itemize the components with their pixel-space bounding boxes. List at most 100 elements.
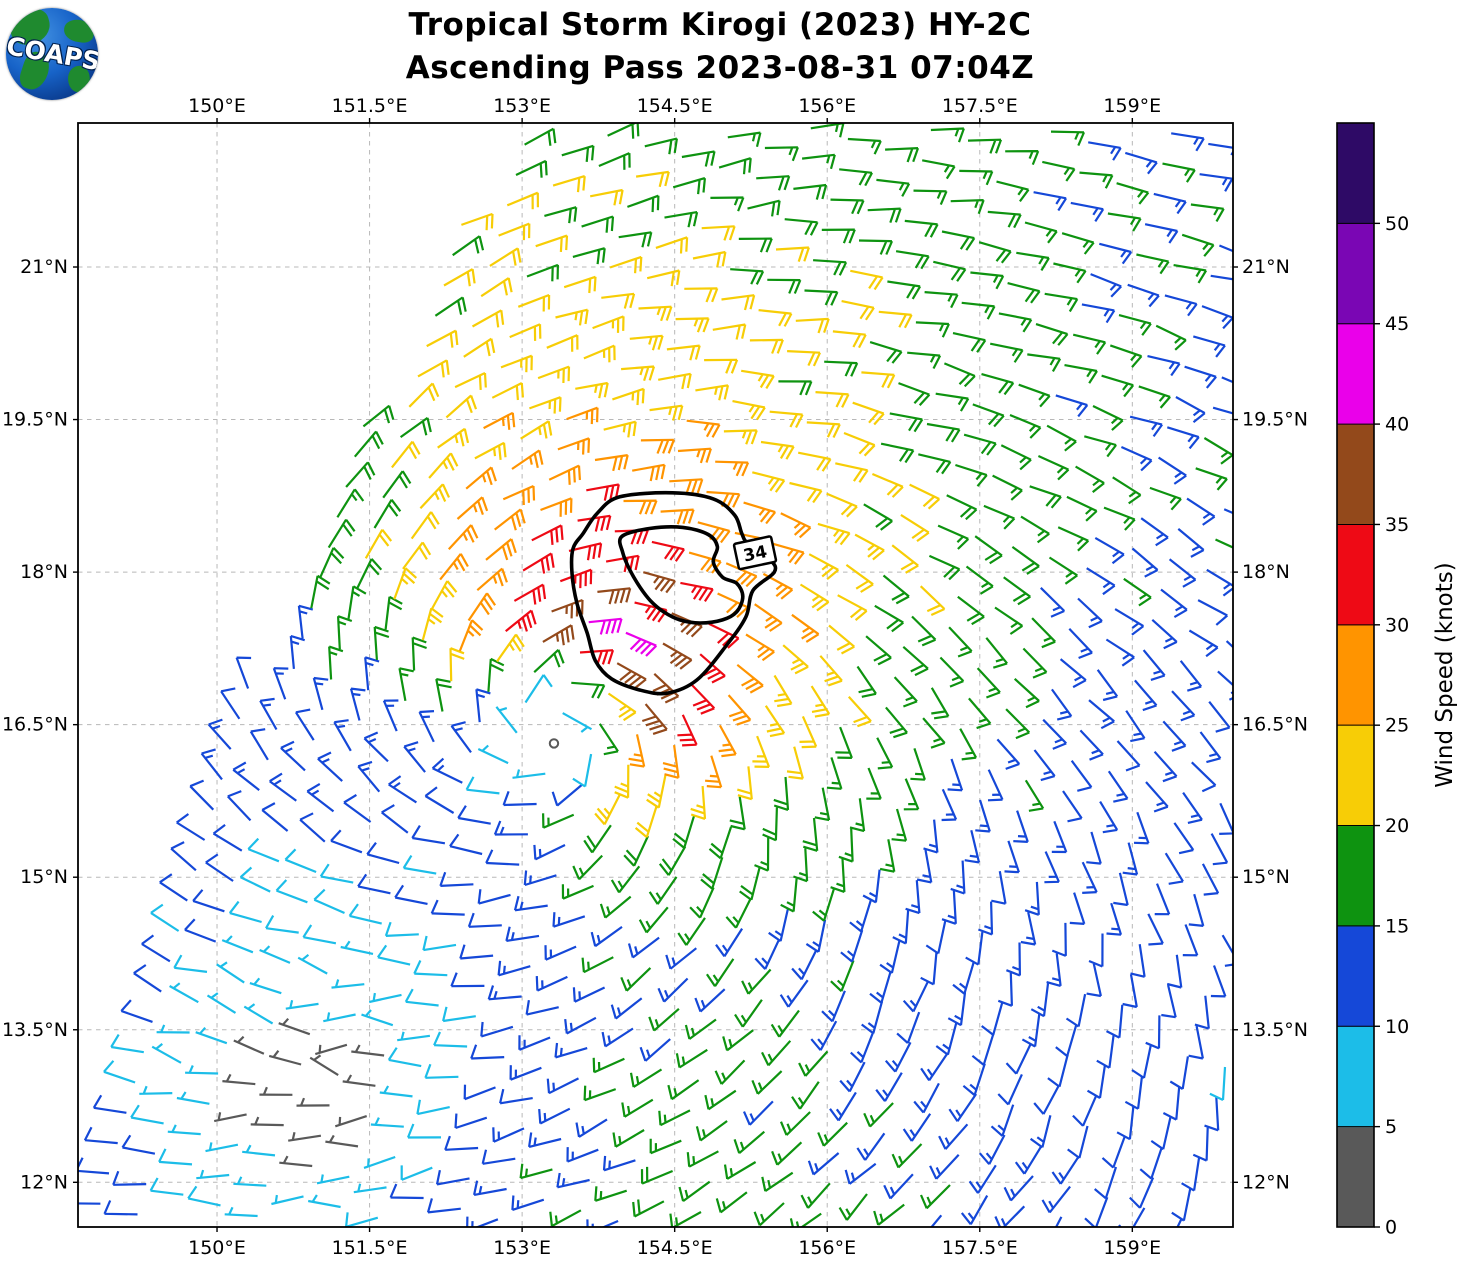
wind-barb: [485, 538, 517, 561]
wind-barb: [882, 574, 910, 605]
wind-barb: [1123, 577, 1152, 607]
wind-barb: [1041, 1185, 1071, 1214]
wind-barb: [465, 776, 500, 795]
wind-barb: [463, 1084, 496, 1101]
wind-barb: [399, 417, 432, 438]
wind-barb: [457, 805, 491, 825]
wind-barb: [1131, 1045, 1152, 1079]
wind-barb: [1219, 802, 1233, 835]
wind-barb: [810, 685, 831, 718]
lon-tick-label: 153°E: [493, 95, 551, 117]
wind-barb: [791, 613, 820, 643]
wind-barb: [895, 250, 930, 270]
wind-barb: [1005, 708, 1031, 740]
wind-barb: [1051, 820, 1068, 854]
wind-barb: [1068, 628, 1093, 660]
wind-barb: [863, 503, 893, 531]
wind-barb: [1075, 465, 1105, 493]
wind-barb: [261, 802, 289, 832]
wind-barb: [996, 180, 1030, 203]
wind-barb: [467, 592, 497, 622]
wind-barb: [583, 344, 616, 363]
wind-barb: [915, 321, 950, 338]
wind-barb: [762, 807, 778, 842]
wind-barb: [426, 1198, 461, 1214]
wind-barb: [306, 782, 335, 813]
wind-barb: [1210, 833, 1229, 866]
wind-barb: [330, 829, 363, 854]
wind-barb: [807, 1152, 840, 1176]
wind-barb: [404, 988, 439, 1007]
wind-barb: [431, 757, 463, 784]
wind-barb: [921, 159, 956, 180]
wind-barb: [978, 1134, 1006, 1165]
wind-barb: [837, 594, 868, 621]
wind-barb: [1177, 528, 1205, 558]
wind-barb: [449, 647, 465, 682]
wind-barb: [524, 127, 557, 146]
wind-barb: [1191, 761, 1217, 793]
lon-tick-label: 151.5°E: [332, 95, 408, 117]
wind-barb: [879, 940, 901, 974]
wind-barb: [233, 1035, 265, 1055]
wind-barb: [505, 926, 540, 942]
wind-barb: [1175, 396, 1206, 424]
wind-barb: [1182, 924, 1199, 957]
wind-barb: [911, 615, 937, 647]
wind-barb: [382, 470, 412, 499]
wind-barb: [515, 159, 548, 178]
wind-barb: [607, 692, 637, 722]
colorbar-segment: [1337, 825, 1374, 927]
lon-tick-label: 157.5°E: [942, 95, 1018, 117]
wind-barb: [363, 731, 389, 763]
wind-barb: [373, 625, 390, 660]
wind-barb: [411, 636, 427, 671]
wind-barb: [1066, 495, 1098, 522]
wind-barb: [1162, 162, 1196, 183]
wind-barb: [996, 738, 1021, 770]
wind-barb: [839, 1061, 866, 1093]
wind-barb: [1171, 690, 1196, 722]
wind-barb: [997, 1073, 1023, 1106]
lon-tick-label: 154.5°E: [637, 1237, 713, 1259]
wind-barb: [376, 944, 411, 966]
wind-barb: [583, 824, 612, 854]
wind-barb: [1215, 538, 1233, 549]
wind-barb: [885, 706, 908, 739]
colorbar-segment: [1337, 424, 1374, 525]
wind-barb: [1022, 647, 1048, 679]
wind-barb: [227, 790, 252, 822]
wind-barb: [1079, 171, 1114, 189]
wind-barb: [967, 138, 1003, 154]
wind-barb: [787, 350, 821, 367]
wind-barb: [928, 554, 961, 581]
wind-barb: [466, 1216, 499, 1227]
wind-barb: [782, 644, 809, 675]
wind-barb: [695, 384, 730, 401]
wind-barb: [658, 846, 687, 876]
wind-barb: [718, 157, 752, 175]
wind-barb: [150, 903, 180, 932]
wind-barb: [922, 717, 946, 749]
wind-barb: [271, 1194, 304, 1206]
wind-barb: [1190, 203, 1225, 222]
wind-barb: [334, 1115, 368, 1128]
wind-barb: [658, 1109, 691, 1127]
wind-barb: [316, 1174, 350, 1185]
wind-barb: [151, 1043, 182, 1064]
wind-barb: [307, 1194, 341, 1209]
colorbar-segment: [1337, 323, 1374, 425]
wind-barb: [512, 769, 546, 779]
lat-tick-label: 18°N: [20, 561, 68, 583]
wind-barb: [706, 490, 741, 508]
wind-barb: [242, 1144, 276, 1157]
wind-barb: [821, 990, 846, 1023]
wind-barb: [1029, 485, 1062, 509]
wind-barb: [824, 360, 859, 377]
wind-barb: [297, 953, 328, 975]
wind-barb: [968, 1164, 997, 1194]
wind-barb: [1011, 546, 1040, 575]
wind-barb: [348, 903, 382, 925]
wind-barb: [206, 992, 237, 1014]
wind-barb: [511, 1195, 545, 1211]
